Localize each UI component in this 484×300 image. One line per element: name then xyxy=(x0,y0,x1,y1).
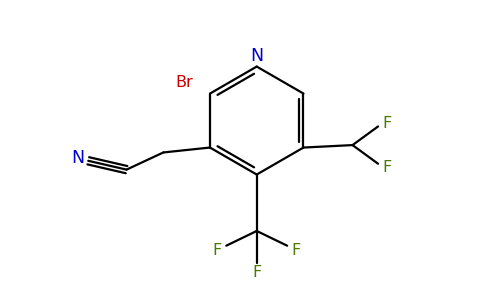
Text: F: F xyxy=(213,243,222,258)
Text: N: N xyxy=(71,149,84,167)
Text: F: F xyxy=(382,160,392,175)
Text: F: F xyxy=(291,243,301,258)
Text: F: F xyxy=(252,265,261,280)
Text: F: F xyxy=(382,116,392,130)
Text: Br: Br xyxy=(176,75,193,90)
Text: N: N xyxy=(250,47,263,65)
